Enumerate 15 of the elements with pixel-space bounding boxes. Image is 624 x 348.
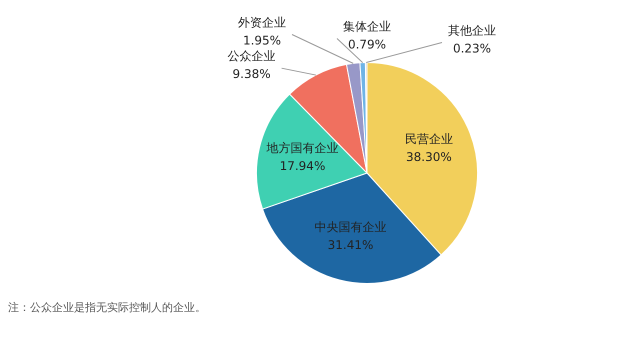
data-label: 9.38%	[232, 67, 271, 82]
slice-label: 地方国有企业	[265, 140, 338, 155]
slice-label: 其他企业	[448, 24, 496, 38]
data-label: 17.94%	[280, 158, 326, 173]
slice-label: 公众企业	[228, 49, 276, 64]
slice-label: 集体企业	[343, 20, 391, 34]
slice-label: 民营企业	[404, 132, 453, 146]
slice-label: 中央国有企业	[314, 220, 386, 234]
slice-label: 外资企业	[238, 16, 286, 30]
data-label: 38.30%	[406, 150, 452, 164]
data-label: 0.79%	[348, 38, 386, 52]
data-label: 1.95%	[242, 34, 282, 48]
data-label: 31.41%	[328, 238, 374, 252]
data-label: 0.23%	[452, 42, 492, 56]
text: 注：公众企业是指无实际控制人的企业。	[8, 300, 206, 316]
